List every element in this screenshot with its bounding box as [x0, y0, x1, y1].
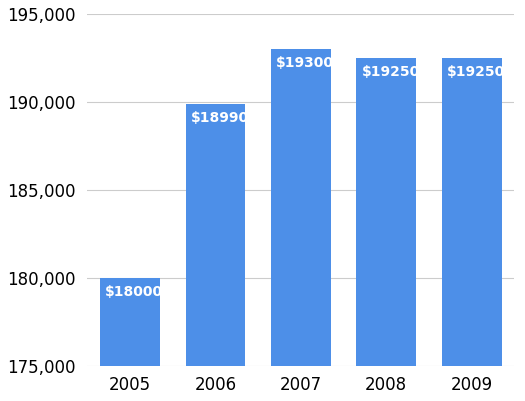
Bar — [185, 104, 245, 401]
Bar — [271, 49, 331, 401]
Bar — [100, 278, 160, 401]
Text: $193000: $193000 — [276, 56, 344, 70]
Bar — [442, 58, 502, 401]
Bar — [356, 58, 416, 401]
Text: $180000: $180000 — [105, 285, 173, 299]
Text: $192500: $192500 — [447, 65, 515, 79]
Text: $192500: $192500 — [362, 65, 429, 79]
Text: $189900: $189900 — [191, 111, 258, 125]
